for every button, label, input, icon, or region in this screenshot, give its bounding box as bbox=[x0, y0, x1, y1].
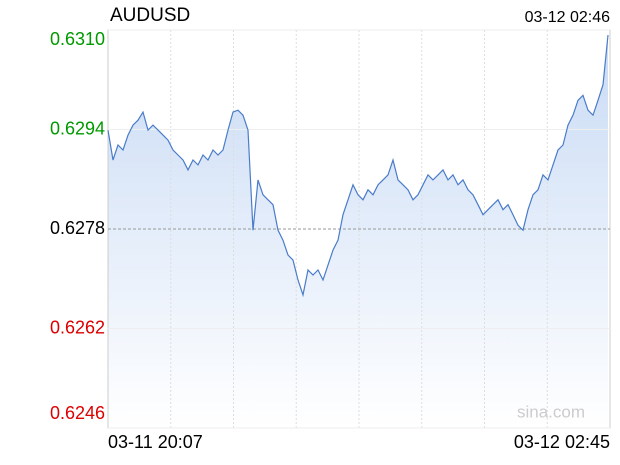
line bbox=[107, 34, 609, 298]
y-tick-label: 0.6246 bbox=[50, 403, 105, 423]
area bbox=[108, 35, 608, 428]
y-tick-label: 0.6310 bbox=[50, 29, 105, 49]
timestamp: 03-12 02:46 bbox=[525, 9, 611, 26]
y-tick-label: 0.6262 bbox=[50, 317, 105, 337]
x-tick-label: 03-11 20:07 bbox=[108, 432, 203, 452]
y-tick-label: 0.6294 bbox=[50, 118, 105, 138]
watermark: sina.com bbox=[517, 402, 585, 421]
x-tick-label: 03-12 02:45 bbox=[514, 432, 610, 452]
y-tick-label: 0.6278 bbox=[50, 218, 105, 238]
chart-title: AUDUSD bbox=[110, 5, 190, 26]
